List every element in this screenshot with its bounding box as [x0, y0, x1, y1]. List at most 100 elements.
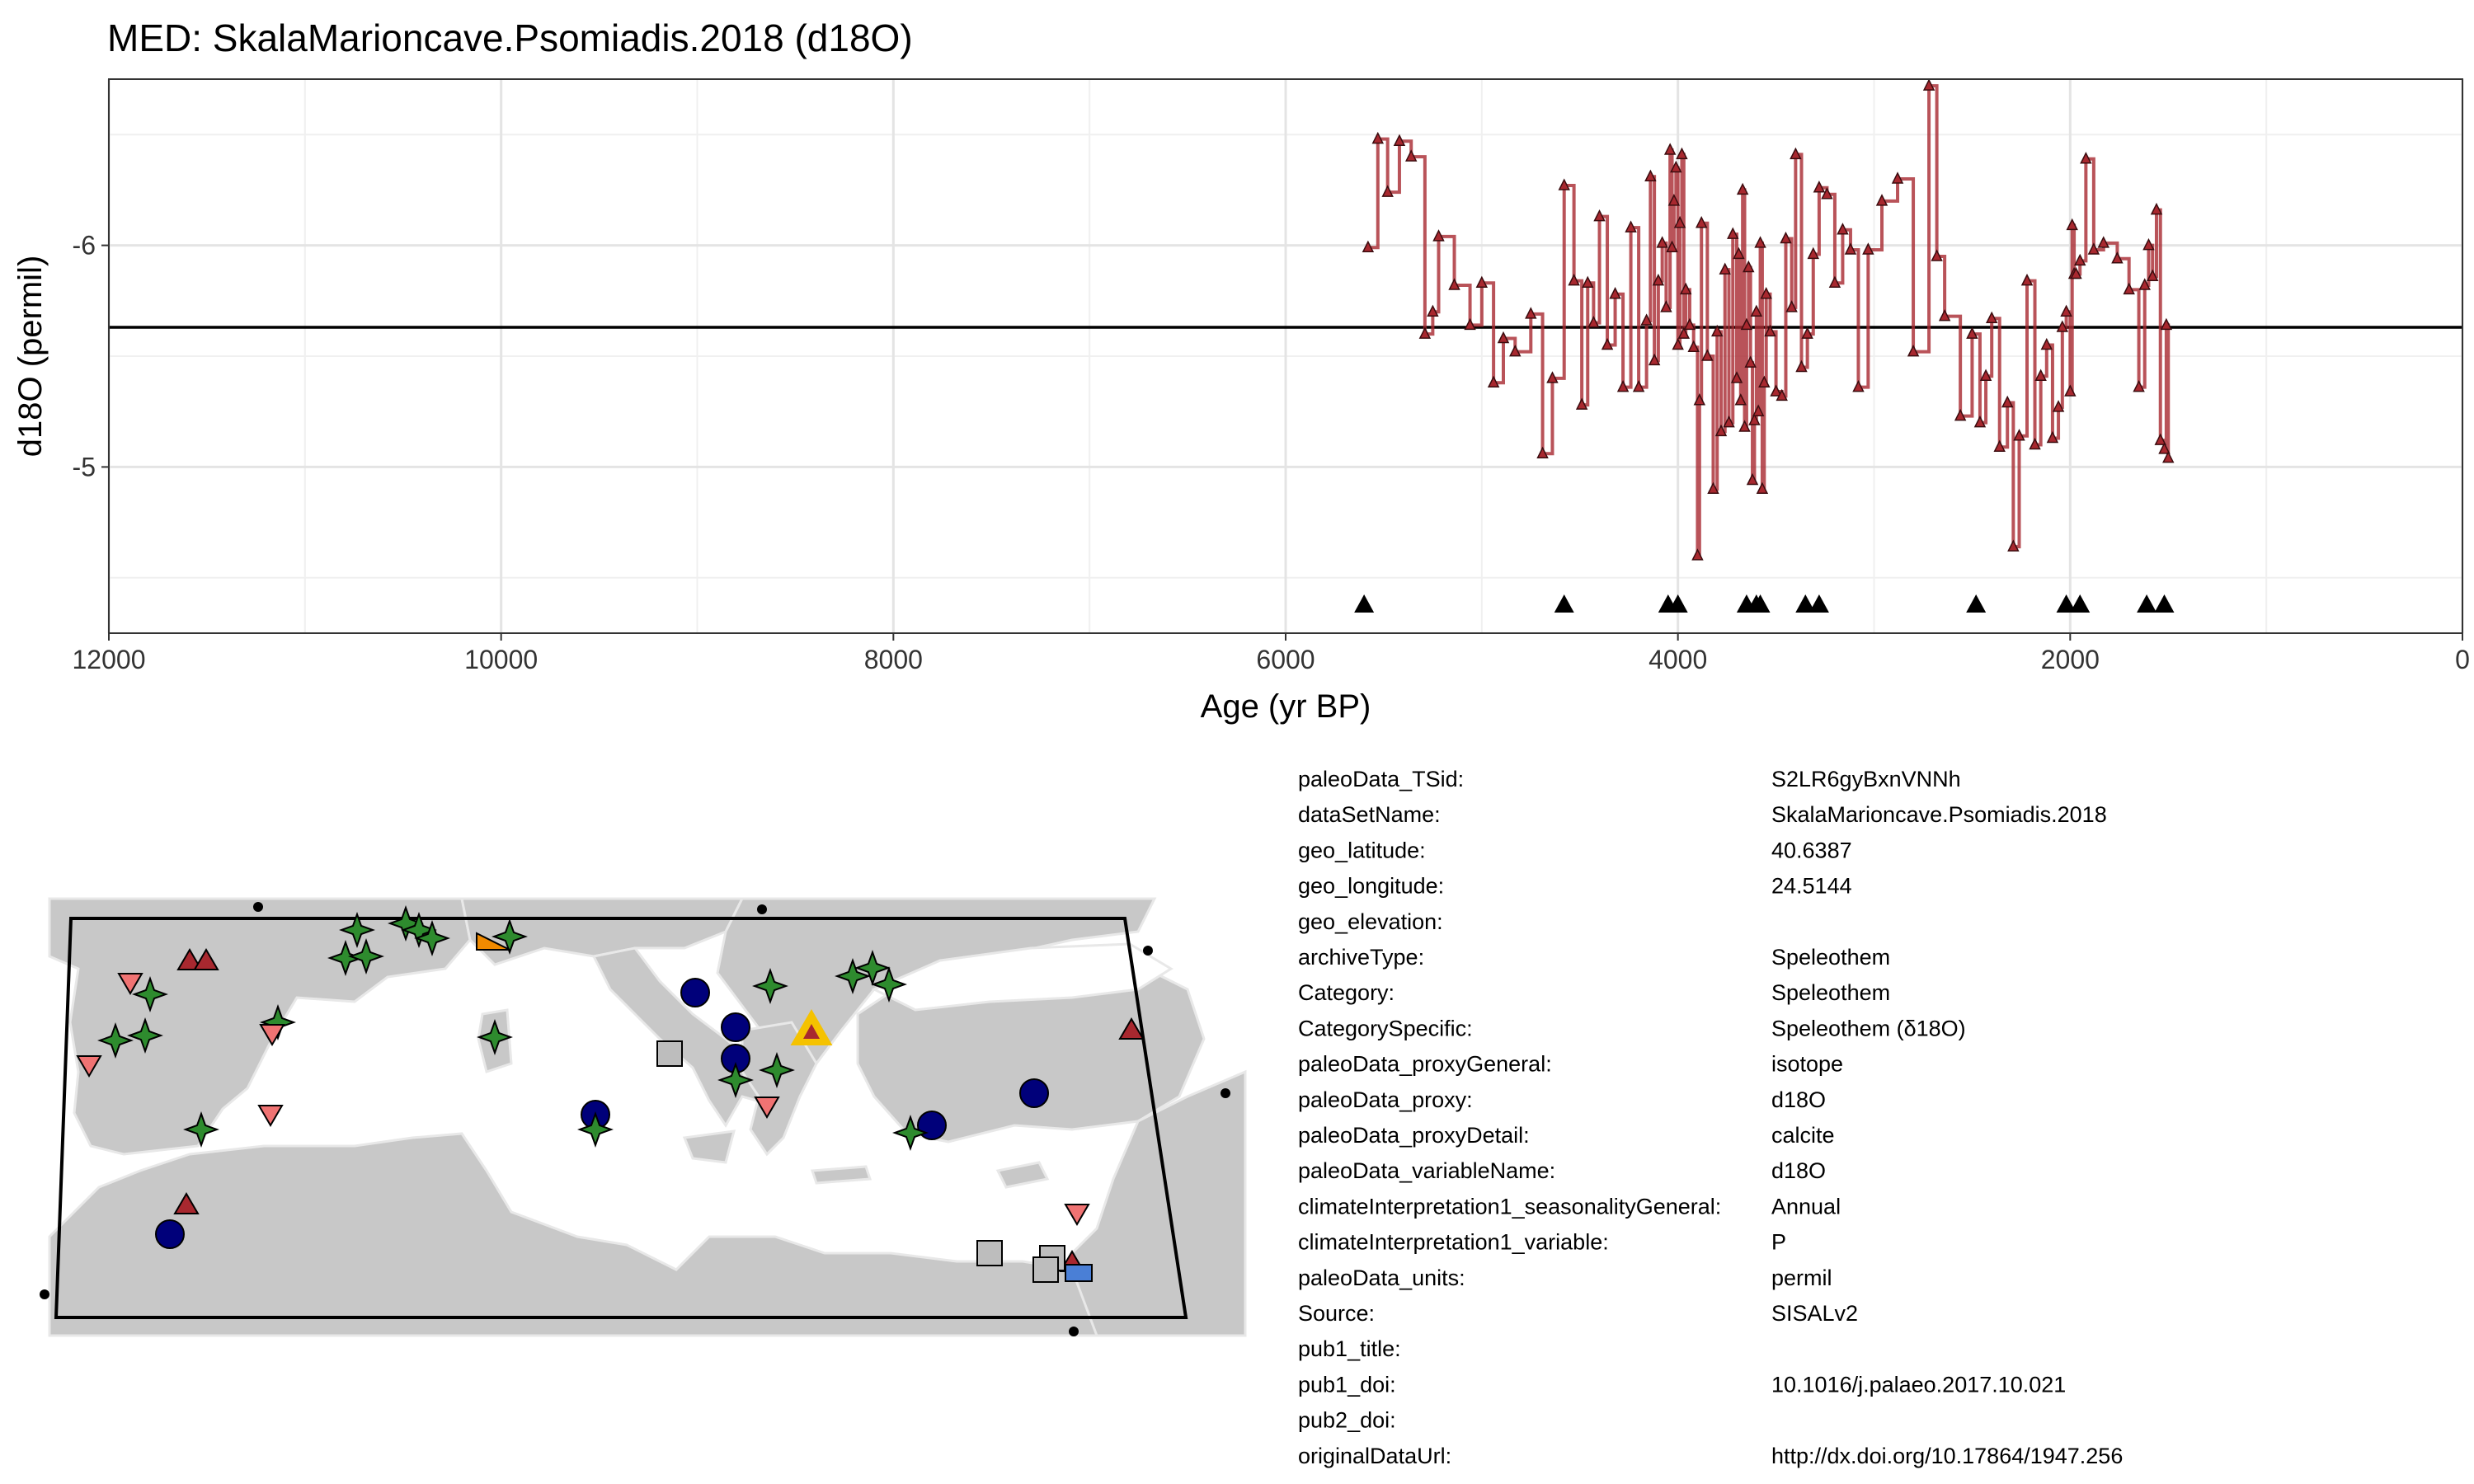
- data-point: [1748, 413, 1761, 425]
- data-point: [1821, 187, 1833, 200]
- data-point: [1776, 388, 1788, 402]
- data-point: [1979, 369, 1992, 381]
- chron-markers: [1354, 594, 2175, 613]
- data-point: [1640, 313, 1653, 326]
- map-site-circle: [721, 1012, 750, 1042]
- meta-key: Category:: [1298, 980, 1395, 1005]
- meta-value: d18O: [1771, 1087, 1826, 1112]
- meta-key: pub1_doi:: [1298, 1372, 1396, 1397]
- data-point: [1813, 181, 1826, 193]
- map-site-star: [183, 1111, 219, 1148]
- data-point: [1764, 324, 1776, 337]
- map-site-star: [348, 938, 384, 974]
- corner-dot: [1221, 1088, 1230, 1098]
- meta-value: http://dx.doi.org/10.17864/1947.256: [1771, 1444, 2123, 1468]
- data-point: [1582, 275, 1594, 289]
- map-site-star: [388, 905, 424, 942]
- data-point: [1938, 308, 1951, 322]
- data-point: [1993, 439, 2006, 452]
- map-site-triangle-down: [117, 973, 143, 995]
- data-point: [1743, 260, 1755, 273]
- data-point: [1568, 273, 1580, 286]
- meta-key: geo_latitude:: [1298, 838, 1426, 862]
- data-point: [2056, 320, 2069, 332]
- data-point: [1575, 397, 1588, 410]
- meta-value: 40.6387: [1771, 838, 1852, 862]
- data-point: [1714, 424, 1728, 437]
- data-point: [1922, 78, 1935, 91]
- map-site-triangle: [173, 1192, 200, 1214]
- data-point: [1676, 147, 1688, 160]
- chron-marker: [2070, 594, 2091, 613]
- data-point: [1667, 194, 1681, 206]
- data-point: [1891, 171, 1904, 184]
- data-point: [1558, 178, 1570, 190]
- meta-key: paleoData_TSid:: [1298, 767, 1464, 791]
- map-site-square: [1032, 1256, 1059, 1283]
- data-point: [1497, 331, 1510, 344]
- data-point: [2150, 202, 2163, 215]
- data-point: [1733, 247, 1745, 260]
- data-point: [1907, 344, 1920, 357]
- chron-marker: [1667, 594, 1688, 613]
- data-point: [1931, 249, 1943, 261]
- data-point: [1719, 262, 1731, 275]
- x-axis-title: Age (yr BP): [1201, 688, 1371, 725]
- balkans-land: [716, 897, 1157, 1099]
- data-point: [1475, 275, 1489, 289]
- data-point: [1973, 415, 1987, 428]
- map-site-star: [854, 950, 891, 986]
- data-point: [1632, 379, 1645, 392]
- map-site-orange: [476, 932, 510, 951]
- data-point: [1648, 353, 1661, 366]
- data-point: [1862, 242, 1874, 255]
- map-site-rect-blue: [1065, 1264, 1093, 1282]
- meta-key: pub1_title:: [1298, 1336, 1401, 1361]
- data-point: [1509, 344, 1522, 357]
- data-point: [1801, 326, 1813, 339]
- chron-marker: [2056, 594, 2077, 613]
- meta-key: climateInterpretation1_variable:: [1298, 1230, 1609, 1255]
- data-point: [2064, 384, 2077, 397]
- meta-key: paleoData_variableName:: [1298, 1158, 1555, 1183]
- chron-marker: [1554, 594, 1574, 613]
- chron-marker: [1354, 594, 1375, 613]
- data-point: [1393, 134, 1406, 147]
- data-point: [2070, 266, 2082, 279]
- data-point: [1770, 384, 1782, 397]
- x-tick-label: 8000: [864, 645, 923, 674]
- data-point: [1711, 324, 1724, 337]
- map-site-highlight-inner: [803, 1024, 820, 1039]
- data-point: [2066, 218, 2078, 231]
- data-point: [1985, 311, 1998, 324]
- map-site-star: [752, 968, 788, 1004]
- data-point: [2029, 437, 2041, 450]
- y-axis-title: d18O (permil): [12, 256, 49, 458]
- data-point: [1644, 169, 1657, 182]
- data-point: [1432, 229, 1445, 242]
- map-site-circle: [917, 1111, 947, 1140]
- map-site-triangle: [176, 948, 203, 970]
- map-site-square: [976, 1240, 1003, 1266]
- meta-value: P: [1771, 1230, 1786, 1255]
- data-point: [1701, 349, 1714, 361]
- site-map: [40, 897, 1247, 1337]
- data-point: [1536, 446, 1549, 459]
- sicily-land: [682, 1129, 736, 1164]
- data-point: [1756, 481, 1769, 495]
- data-point: [2160, 317, 2173, 331]
- meta-value: 24.5144: [1771, 874, 1852, 899]
- map-site-star: [892, 1115, 929, 1151]
- x-tick-label: 2000: [2041, 645, 2100, 674]
- map-site-square: [656, 1040, 683, 1067]
- data-point: [1601, 337, 1614, 350]
- data-point: [1723, 415, 1735, 428]
- map-site-star: [759, 1052, 795, 1088]
- map-site-triangle: [193, 948, 219, 970]
- plot-panel: 12000 10000 8000 6000 4000 2000 0 -6 -5: [73, 78, 2470, 674]
- data-point: [1760, 287, 1772, 299]
- x-tick-label: 6000: [1256, 645, 1315, 674]
- data-point: [2133, 379, 2145, 392]
- data-point: [2142, 237, 2155, 251]
- x-tick-label: 12000: [73, 645, 146, 674]
